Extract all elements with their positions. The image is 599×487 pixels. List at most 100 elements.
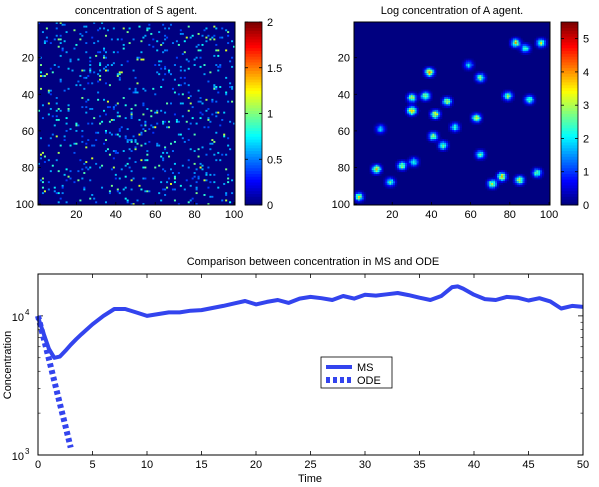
heatmap-cell: [430, 67, 433, 70]
heatmap-cell: [522, 42, 525, 45]
heatmap-cell: [528, 102, 531, 105]
heatmap-cell: [223, 135, 226, 138]
heatmap-cell: [160, 199, 163, 202]
heatmap-cell: [483, 157, 486, 160]
heatmap-cell: [373, 126, 376, 129]
heatmap-cell: [536, 172, 539, 174]
heatmap-cell: [383, 128, 386, 131]
heatmap-cell: [179, 32, 182, 35]
heatmap-cell: [502, 175, 505, 178]
heatmap-cell: [497, 175, 500, 178]
colorbar-band: [561, 110, 578, 114]
heatmap-cell: [395, 179, 398, 182]
heatmap-cell: [426, 91, 429, 94]
heatmap-cell: [227, 31, 230, 34]
colorbar-band: [561, 22, 578, 26]
heatmap-cell: [495, 179, 498, 182]
heatmap-cell: [357, 195, 360, 198]
colorbar-band: [245, 156, 262, 160]
heatmap-cell: [412, 104, 415, 107]
heatmap-cell: [416, 159, 419, 162]
heatmap-cell: [211, 100, 214, 103]
heatmap-cell: [126, 128, 129, 131]
heatmap-cell: [369, 172, 372, 174]
heatmap-cell: [209, 120, 212, 123]
heatmap-cell: [481, 73, 484, 76]
heatmap-cell: [430, 118, 433, 121]
heatmap-cell: [446, 106, 449, 109]
heatmap-cell: [389, 177, 392, 180]
heatmap-cell: [404, 170, 407, 173]
heatmap-cell: [355, 195, 358, 198]
heatmap-cell: [502, 170, 505, 173]
colorbar-band: [561, 90, 578, 94]
heatmap-cell: [412, 162, 415, 165]
heatmap-cell: [422, 75, 425, 77]
heatmap-cell: [53, 190, 56, 193]
heatmap-cell: [524, 42, 527, 45]
heatmap-cell: [404, 111, 407, 114]
heatmap-cell: [104, 150, 107, 152]
heatmap-cell: [471, 111, 474, 114]
heatmap-cell: [83, 69, 86, 72]
heatmap-cell: [89, 64, 92, 66]
heatmap-cell: [426, 133, 429, 136]
heatmap-cell: [83, 87, 86, 90]
heatmap-cell: [530, 172, 533, 174]
heatmap-cell: [532, 102, 535, 105]
heatmap-cell: [450, 100, 453, 103]
heatmap-cell: [444, 106, 447, 109]
heatmap-cell: [520, 47, 523, 50]
heatmap-cell: [57, 170, 60, 173]
heatmap-cell: [377, 162, 380, 165]
heatmap-cell: [187, 109, 190, 112]
colorbar-tick-label: 0.5: [267, 154, 282, 166]
heatmap-cell: [197, 148, 200, 151]
heatmap-cell: [385, 175, 388, 178]
heatmap-cell: [438, 139, 441, 141]
heatmap-cell: [227, 144, 230, 147]
heatmap-cell: [41, 104, 44, 107]
heatmap-cell: [85, 100, 88, 103]
heatmap-cell: [199, 97, 202, 99]
heatmap-cell: [526, 102, 529, 105]
heatmap-cell: [205, 153, 208, 156]
heatmap-cell: [471, 67, 474, 70]
heatmap-cell: [524, 97, 527, 99]
heatmap-cell: [114, 104, 117, 107]
heatmap-cell: [446, 140, 449, 143]
heatmap-cell: [473, 113, 476, 116]
heatmap-cell: [452, 128, 455, 131]
heatmap-cell: [444, 140, 447, 143]
heatmap-cell: [485, 78, 488, 81]
heatmap-cell: [193, 58, 196, 61]
heatmap-cell: [231, 40, 234, 43]
heatmap-cell: [493, 188, 496, 191]
heatmap-cell: [410, 93, 413, 96]
heatmap-cell: [89, 71, 92, 74]
heatmap-cell: [444, 144, 447, 147]
heatmap-cell: [122, 188, 125, 191]
heatmap-1-colorbar: 00.511.52: [244, 17, 282, 212]
heatmap-cell: [99, 27, 102, 30]
heatmap-cell: [418, 109, 421, 112]
colorbar-band: [561, 59, 578, 63]
heatmap-cell: [448, 142, 451, 145]
heatmap-cell: [514, 47, 517, 50]
heatmap-cell: [434, 129, 437, 132]
heatmap-cell: [440, 115, 443, 118]
heatmap-cell: [205, 173, 208, 176]
heatmap-cell: [213, 38, 216, 41]
heatmap-cell: [434, 75, 437, 77]
heatmap-cell: [231, 87, 234, 90]
heatmap-cell: [387, 186, 390, 189]
heatmap-cell: [223, 183, 226, 185]
heatmap-cell: [205, 40, 208, 43]
y-tick-label: 80: [22, 162, 34, 174]
heatmap-cell: [215, 49, 218, 52]
heatmap-cell: [379, 128, 382, 131]
heatmap-cell: [406, 104, 409, 107]
heatmap-cell: [518, 38, 521, 41]
heatmap-cell: [408, 95, 411, 98]
heatmap-cell: [47, 144, 50, 147]
